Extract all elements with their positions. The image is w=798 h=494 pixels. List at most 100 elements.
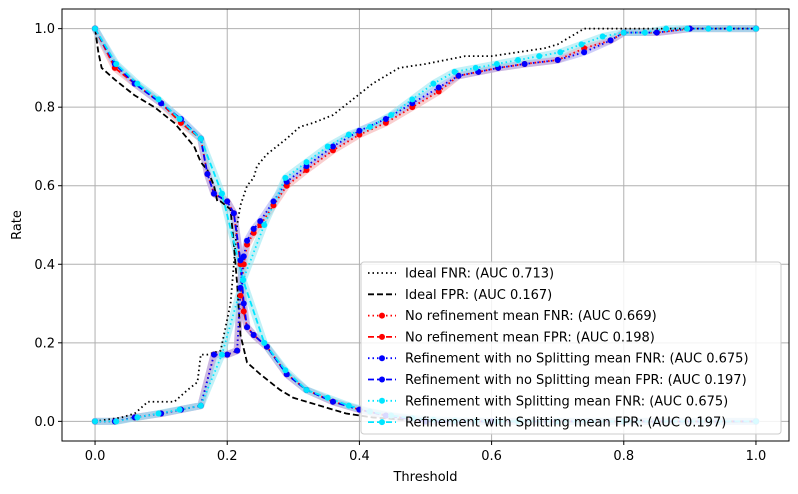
data-point bbox=[92, 25, 99, 32]
data-point bbox=[176, 115, 183, 122]
data-point bbox=[472, 64, 479, 71]
data-point bbox=[218, 351, 225, 358]
data-point bbox=[230, 210, 237, 217]
data-point bbox=[451, 68, 458, 75]
data-point bbox=[684, 25, 691, 32]
legend-label: Refinement with Splitting mean FPR: (AUC… bbox=[405, 416, 726, 431]
data-point bbox=[329, 143, 336, 150]
legend-label: Refinement with Splitting mean FNR: (AUC… bbox=[405, 394, 728, 409]
data-point bbox=[578, 41, 585, 48]
data-point bbox=[521, 60, 528, 67]
data-point bbox=[515, 57, 522, 64]
plot-frame bbox=[61, 8, 790, 442]
legend-label: No refinement mean FPR: (AUC 0.198) bbox=[405, 330, 655, 345]
data-point bbox=[366, 123, 373, 130]
data-point bbox=[554, 57, 561, 64]
data-point bbox=[211, 190, 218, 197]
y-tick-label: 1.0 bbox=[34, 22, 55, 37]
x-tick-label: 0.2 bbox=[217, 449, 238, 464]
x-tick-label: 0.0 bbox=[85, 449, 106, 464]
data-point bbox=[176, 406, 183, 413]
data-point bbox=[324, 394, 331, 401]
data-point bbox=[493, 60, 500, 67]
data-point bbox=[113, 60, 120, 67]
series-line bbox=[95, 27, 756, 423]
data-point bbox=[257, 218, 264, 225]
x-tick-label: 0.4 bbox=[349, 449, 370, 464]
data-point bbox=[663, 25, 670, 32]
data-point bbox=[240, 276, 247, 283]
x-axis-label: Threshold bbox=[392, 470, 457, 485]
data-point bbox=[641, 29, 648, 36]
data-point bbox=[237, 284, 244, 291]
data-point bbox=[356, 127, 363, 134]
data-point bbox=[303, 386, 310, 393]
legend-label: Refinement with no Splitting mean FPR: (… bbox=[405, 373, 747, 388]
data-point bbox=[155, 96, 162, 103]
x-tick-label: 0.8 bbox=[613, 449, 634, 464]
data-point bbox=[455, 72, 462, 79]
data-point bbox=[250, 225, 257, 232]
data-point bbox=[435, 84, 442, 91]
data-point bbox=[155, 410, 162, 417]
y-tick-label: 0.8 bbox=[34, 101, 55, 116]
legend-swatch-marker bbox=[379, 397, 385, 404]
series-line bbox=[94, 28, 756, 423]
data-point bbox=[218, 190, 225, 197]
data-point bbox=[536, 53, 543, 60]
data-point bbox=[270, 198, 277, 205]
data-point bbox=[430, 80, 437, 87]
data-point bbox=[240, 253, 247, 260]
x-axis-ticks: 0.0 0.2 0.4 0.6 0.8 1.0 bbox=[85, 441, 767, 464]
data-point bbox=[557, 49, 564, 56]
data-point bbox=[197, 135, 204, 142]
y-tick-label: 0.2 bbox=[34, 336, 55, 351]
data-point bbox=[197, 402, 204, 409]
data-point bbox=[345, 131, 352, 138]
data-point bbox=[224, 198, 231, 205]
data-point bbox=[250, 331, 257, 338]
data-point bbox=[388, 112, 395, 119]
y-tick-label: 0.6 bbox=[34, 179, 55, 194]
data-point bbox=[237, 257, 244, 264]
series-line bbox=[94, 28, 756, 423]
legend-label: Refinement with no Splitting mean FNR: (… bbox=[405, 352, 749, 367]
data-point bbox=[237, 292, 244, 299]
data-point bbox=[211, 351, 218, 358]
data-point bbox=[92, 418, 99, 425]
legend-label: Ideal FNR: (AUC 0.713) bbox=[405, 267, 554, 282]
y-tick-label: 0.0 bbox=[34, 415, 55, 430]
data-point bbox=[705, 25, 712, 32]
legend-swatch-marker bbox=[379, 419, 385, 426]
data-point bbox=[653, 29, 660, 36]
data-point bbox=[581, 49, 588, 56]
data-point bbox=[261, 339, 268, 346]
data-point bbox=[240, 308, 247, 315]
legend-swatch-marker bbox=[379, 376, 385, 383]
series-line bbox=[94, 27, 756, 423]
data-point bbox=[134, 414, 141, 421]
x-tick-label: 0.6 bbox=[481, 449, 502, 464]
legend-label: Ideal FPR: (AUC 0.167) bbox=[405, 288, 552, 303]
legend-label: No refinement mean FNR: (AUC 0.669) bbox=[405, 309, 657, 324]
legend-swatch-marker bbox=[379, 355, 385, 362]
data-point bbox=[224, 351, 231, 358]
data-point bbox=[329, 398, 336, 405]
data-point bbox=[752, 25, 759, 32]
y-axis-ticks: 0.0 0.2 0.4 0.6 0.8 1.0 bbox=[34, 22, 62, 430]
y-tick-label: 0.4 bbox=[34, 258, 55, 273]
y-axis-label: Rate bbox=[10, 210, 25, 240]
data-point bbox=[244, 324, 251, 331]
data-point bbox=[113, 418, 120, 425]
data-point bbox=[345, 402, 352, 409]
data-point bbox=[282, 367, 289, 374]
data-point bbox=[134, 80, 141, 87]
data-point bbox=[409, 96, 416, 103]
data-point bbox=[303, 159, 310, 166]
data-point bbox=[599, 33, 606, 40]
data-point bbox=[282, 174, 289, 181]
x-tick-label: 1.0 bbox=[746, 449, 767, 464]
data-point bbox=[234, 347, 241, 354]
data-point bbox=[607, 37, 614, 44]
